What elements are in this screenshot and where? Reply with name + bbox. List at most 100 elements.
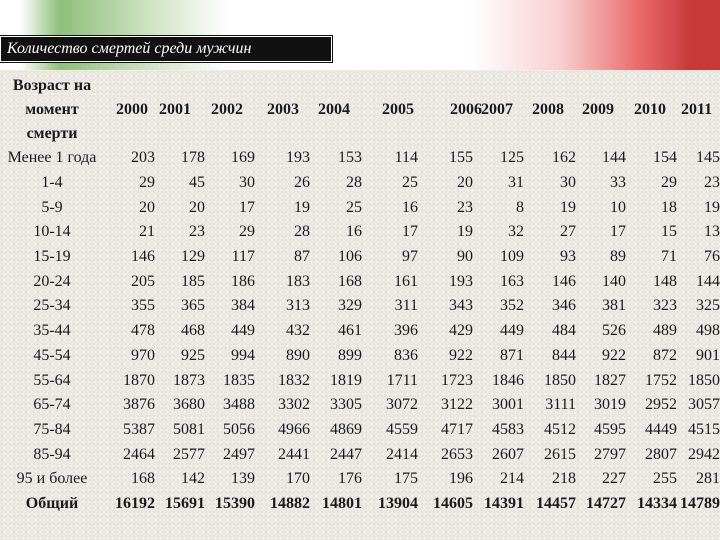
year-header-2011: 2011	[681, 101, 713, 118]
year-header-2010: 2010	[634, 101, 666, 118]
death-count-cell: 1873	[173, 371, 205, 389]
death-count-cell: 32	[508, 223, 524, 241]
death-count-cell: 146	[552, 272, 576, 290]
year-header-2000: 2000	[116, 101, 148, 118]
death-count-cell: 1870	[123, 371, 155, 389]
title-bar: Количество смертей среди мужчин	[0, 35, 333, 63]
death-count-cell: 176	[338, 470, 362, 488]
death-count-cell: 449	[500, 322, 524, 340]
table-background	[0, 70, 720, 540]
death-count-cell: 3302	[278, 396, 310, 414]
death-count-cell: 14789	[680, 494, 720, 512]
table-row: 1-4 29 45 30 26 28 25 20 31 30 33 29 23	[0, 171, 720, 196]
age-group-label: 25-34	[33, 297, 71, 315]
death-count-cell: 4717	[441, 420, 473, 438]
death-count-cell: 142	[181, 470, 205, 488]
death-count-cell: 30	[239, 174, 255, 192]
death-count-cell: 161	[394, 272, 418, 290]
death-count-cell: 162	[552, 149, 576, 167]
death-count-cell: 4515	[688, 420, 720, 438]
death-count-cell: 145	[696, 149, 720, 167]
death-count-cell: 14334	[637, 494, 677, 512]
death-count-cell: 76	[704, 248, 720, 266]
death-count-cell: 45	[189, 174, 205, 192]
table-row: 15-19 146 129 117 87 106 97 90 109 93 89 71 76	[0, 245, 720, 270]
death-count-cell: 346	[552, 297, 576, 315]
death-count-cell: 5056	[223, 420, 255, 438]
death-count-cell: 218	[552, 470, 576, 488]
death-count-cell: 15390	[215, 494, 255, 512]
death-count-cell: 16	[402, 198, 418, 216]
table-row: Менее 1 года 203 178 169 193 153 114 155 125 162 1…	[0, 146, 720, 171]
death-count-cell: 178	[181, 149, 205, 167]
death-count-cell: 227	[602, 470, 626, 488]
table-row: 95 и более 168 142 139 170 176 175 196 214 218 227…	[0, 467, 720, 492]
death-count-cell: 890	[286, 346, 310, 364]
death-count-cell: 325	[696, 297, 720, 315]
table-row: 10-14 21 23 29 28 16 17 19 32 27 17 15 13	[0, 220, 720, 245]
death-count-cell: 4869	[330, 420, 362, 438]
death-count-cell: 311	[394, 297, 418, 315]
age-header-line: смерти	[26, 125, 78, 142]
death-count-cell: 901	[696, 346, 720, 364]
death-count-cell: 15691	[165, 494, 205, 512]
death-count-cell: 125	[500, 149, 524, 167]
year-header-2006: 2006	[450, 101, 482, 118]
year-header-2007: 2007	[481, 101, 513, 118]
age-column-header: Возраст на момент смерти	[0, 74, 104, 146]
death-count-cell: 3122	[441, 396, 473, 414]
death-count-cell: 3111	[545, 396, 576, 414]
death-count-cell: 2607	[492, 445, 524, 463]
death-count-cell: 14457	[536, 494, 576, 512]
death-count-cell: 106	[338, 248, 362, 266]
year-header-2002: 2002	[211, 101, 243, 118]
death-count-cell: 1819	[330, 371, 362, 389]
death-count-cell: 17	[402, 223, 418, 241]
death-count-cell: 4966	[278, 420, 310, 438]
death-count-cell: 5387	[123, 420, 155, 438]
death-count-cell: 1835	[223, 371, 255, 389]
death-count-cell: 836	[394, 346, 418, 364]
age-group-label: 75-84	[33, 420, 71, 438]
death-count-cell: 922	[449, 346, 473, 364]
death-count-cell: 183	[286, 272, 310, 290]
death-count-cell: 872	[653, 346, 677, 364]
death-count-cell: 19	[560, 198, 576, 216]
death-count-cell: 2797	[594, 445, 626, 463]
death-count-cell: 3072	[386, 396, 418, 414]
death-count-cell: 169	[231, 149, 255, 167]
age-group-label: 10-14	[33, 223, 71, 241]
death-count-cell: 114	[394, 149, 418, 167]
death-count-cell: 186	[231, 272, 255, 290]
table-row: 65-74 3876 3680 3488 3302 3305 3072 3122 3001 311…	[0, 393, 720, 418]
year-header-2001: 2001	[159, 101, 191, 118]
death-count-cell: 5081	[173, 420, 205, 438]
death-count-cell: 28	[346, 174, 362, 192]
death-count-cell: 93	[560, 248, 576, 266]
age-group-label: 20-24	[33, 272, 71, 290]
age-group-label: 85-94	[33, 445, 71, 463]
death-count-cell: 168	[131, 470, 155, 488]
table-row: 85-94 2464 2577 2497 2441 2447 2414 2653 2607 261…	[0, 442, 720, 467]
table-row: 35-44 478 468 449 432 461 396 429 449 484 526 489 49…	[0, 319, 720, 344]
total-row: Общий 16192 15691 15390 14882 14801 13904 14605…	[0, 492, 720, 517]
death-count-cell: 23	[704, 174, 720, 192]
age-group-label: 65-74	[33, 396, 71, 414]
death-count-cell: 3488	[223, 396, 255, 414]
death-count-cell: 129	[181, 248, 205, 266]
death-count-cell: 2807	[645, 445, 677, 463]
death-count-cell: 429	[449, 322, 473, 340]
death-count-cell: 13	[704, 223, 720, 241]
death-count-cell: 19	[457, 223, 473, 241]
death-count-cell: 18	[661, 198, 677, 216]
table-row: 25-34 355 365 384 313 329 311 343 352 346 381 323 32…	[0, 294, 720, 319]
death-count-cell: 1850	[544, 371, 576, 389]
death-count-cell: 23	[457, 198, 473, 216]
death-count-cell: 4559	[386, 420, 418, 438]
death-count-cell: 14801	[322, 494, 362, 512]
age-group-label: 55-64	[33, 371, 71, 389]
age-group-label: Общий	[25, 494, 79, 512]
death-count-cell: 90	[457, 248, 473, 266]
death-count-cell: 15	[661, 223, 677, 241]
death-count-cell: 205	[131, 272, 155, 290]
